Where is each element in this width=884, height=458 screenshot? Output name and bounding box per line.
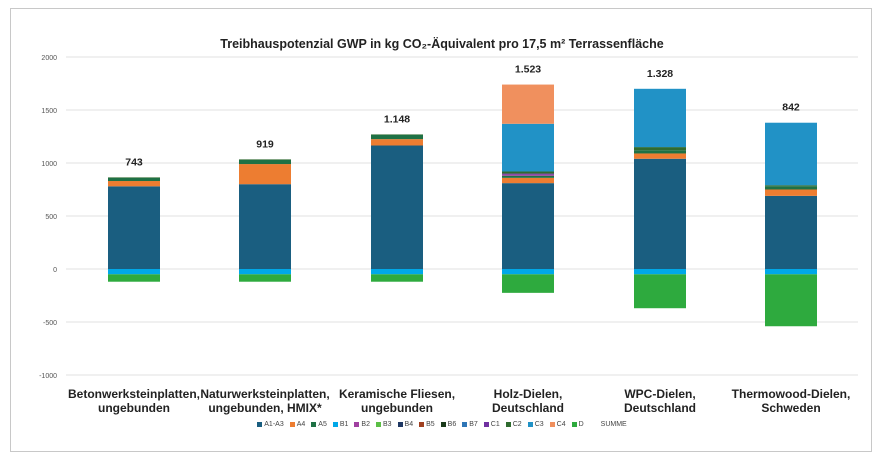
x-category-label: Holz-Dielen, Deutschland <box>491 387 564 415</box>
y-tick-label: 2000 <box>41 55 57 62</box>
bar-segment-c2 <box>634 147 686 151</box>
x-category-label: Keramische Fliesen, ungebunden <box>338 387 456 415</box>
bar-segment-a4 <box>502 177 554 184</box>
legend-item: A4 <box>289 421 305 428</box>
legend-item: B4 <box>397 421 413 428</box>
x-category-label: Naturwerksteinplatten, ungebunden, HMIX* <box>200 387 330 415</box>
bar-segment-c2 <box>108 177 160 178</box>
legend-item: C3 <box>527 421 544 428</box>
legend-item: B5 <box>419 421 435 428</box>
bar-segment-a1-a3 <box>634 158 686 269</box>
total-data-label: 919 <box>256 138 274 150</box>
bar-segment-d <box>108 274 160 282</box>
bar-segment-b1 <box>634 269 686 275</box>
legend-marker <box>257 421 263 427</box>
chart-title: Treibhauspotenzial GWP in kg CO₂-Äquival… <box>220 37 664 51</box>
bar-segment-c2 <box>239 159 291 160</box>
total-data-label: 743 <box>125 156 143 168</box>
legend-item: C1 <box>483 421 500 428</box>
legend-item: B6 <box>440 421 456 428</box>
bar-segment-b1 <box>239 269 291 275</box>
bar-segment-c4 <box>502 84 554 124</box>
bar-segment-c3 <box>502 123 554 172</box>
bar-segment-b1 <box>371 269 423 275</box>
bar-segment-a5 <box>502 175 554 178</box>
bar-segment-d <box>239 274 291 282</box>
legend-marker <box>571 421 577 427</box>
bar-segment-a4 <box>108 181 160 187</box>
legend-item: C2 <box>505 421 522 428</box>
legend-item: A5 <box>311 421 327 428</box>
bar-segment-c2 <box>371 134 423 135</box>
legend-item: D <box>571 421 584 428</box>
bar-segment-c3 <box>765 122 817 186</box>
bar-segment-a1-a3 <box>239 184 291 269</box>
bar-segment-d <box>765 274 817 327</box>
bar-segment-a5 <box>239 159 291 165</box>
total-data-label: 1.328 <box>647 68 673 80</box>
bar-segment-c2 <box>765 185 817 187</box>
legend-marker <box>549 421 555 427</box>
legend-marker <box>440 421 446 427</box>
legend-item: B1 <box>332 421 348 428</box>
y-tick-label: 1000 <box>41 161 57 168</box>
bar-segment-b1 <box>765 269 817 275</box>
legend-marker <box>462 421 468 427</box>
bar-segment-a1-a3 <box>371 145 423 269</box>
legend-item: A1-A3 <box>257 421 284 428</box>
y-tick-label: -1000 <box>39 373 57 380</box>
bar-segment-b2 <box>502 174 554 176</box>
bar-segment-a5 <box>765 186 817 190</box>
x-category-label: WPC-Dielen, Deutschland <box>623 387 696 415</box>
bar-segment-a4 <box>371 139 423 146</box>
legend-marker <box>419 421 425 427</box>
legend-marker <box>289 421 295 427</box>
legend-marker <box>483 421 489 427</box>
y-tick-label: 0 <box>53 267 57 274</box>
legend-marker <box>311 421 317 427</box>
legend-item: SUMME <box>600 421 627 428</box>
bar-segment-a4 <box>634 153 686 159</box>
total-data-label: 1.148 <box>384 113 410 125</box>
x-category-label: Betonwerksteinplatten, ungebunden <box>67 387 201 415</box>
bar-segment-a4 <box>239 164 291 185</box>
bar-segment-b1 <box>502 269 554 275</box>
y-tick-label: 1500 <box>41 108 57 115</box>
legend-marker <box>354 421 360 427</box>
bar-segment-a5 <box>634 150 686 154</box>
legend-item: B7 <box>462 421 478 428</box>
y-tick-label: -500 <box>43 320 57 327</box>
bar-segment-c3 <box>634 88 686 148</box>
bar-segment-a5 <box>108 177 160 182</box>
total-data-label: 1.523 <box>515 64 541 76</box>
chart-frame <box>10 8 872 452</box>
legend-marker <box>397 421 403 427</box>
x-category-label: Thermowood-Dielen, Schweden <box>731 387 851 415</box>
total-data-label: 842 <box>782 102 800 114</box>
bar-segment-a1-a3 <box>765 195 817 269</box>
y-tick-label: 500 <box>45 214 57 221</box>
bar-segment-a5 <box>371 134 423 140</box>
bar-segment-c1 <box>502 173 554 175</box>
bar-segment-d <box>371 274 423 282</box>
bar-segment-a4 <box>765 189 817 196</box>
bar-segment-a1-a3 <box>502 183 554 269</box>
legend-marker <box>375 421 381 427</box>
bar-segment-d <box>634 274 686 309</box>
bar-segment-a1-a3 <box>108 186 160 269</box>
legend-item: B3 <box>375 421 392 428</box>
legend-item: B2 <box>354 421 370 428</box>
legend-item: C4 <box>549 421 566 428</box>
bar-segment-c2 <box>502 171 554 174</box>
legend-marker <box>332 421 338 427</box>
legend: A1-A3 A4 A5 B1 B2 B3 B4 B5 B6 B7 C1 C2 C3 C4 D SUMME <box>0 421 884 428</box>
bar-segment-d <box>502 274 554 293</box>
legend-marker <box>527 421 533 427</box>
bar-segment-b1 <box>108 269 160 275</box>
legend-marker <box>505 421 511 427</box>
